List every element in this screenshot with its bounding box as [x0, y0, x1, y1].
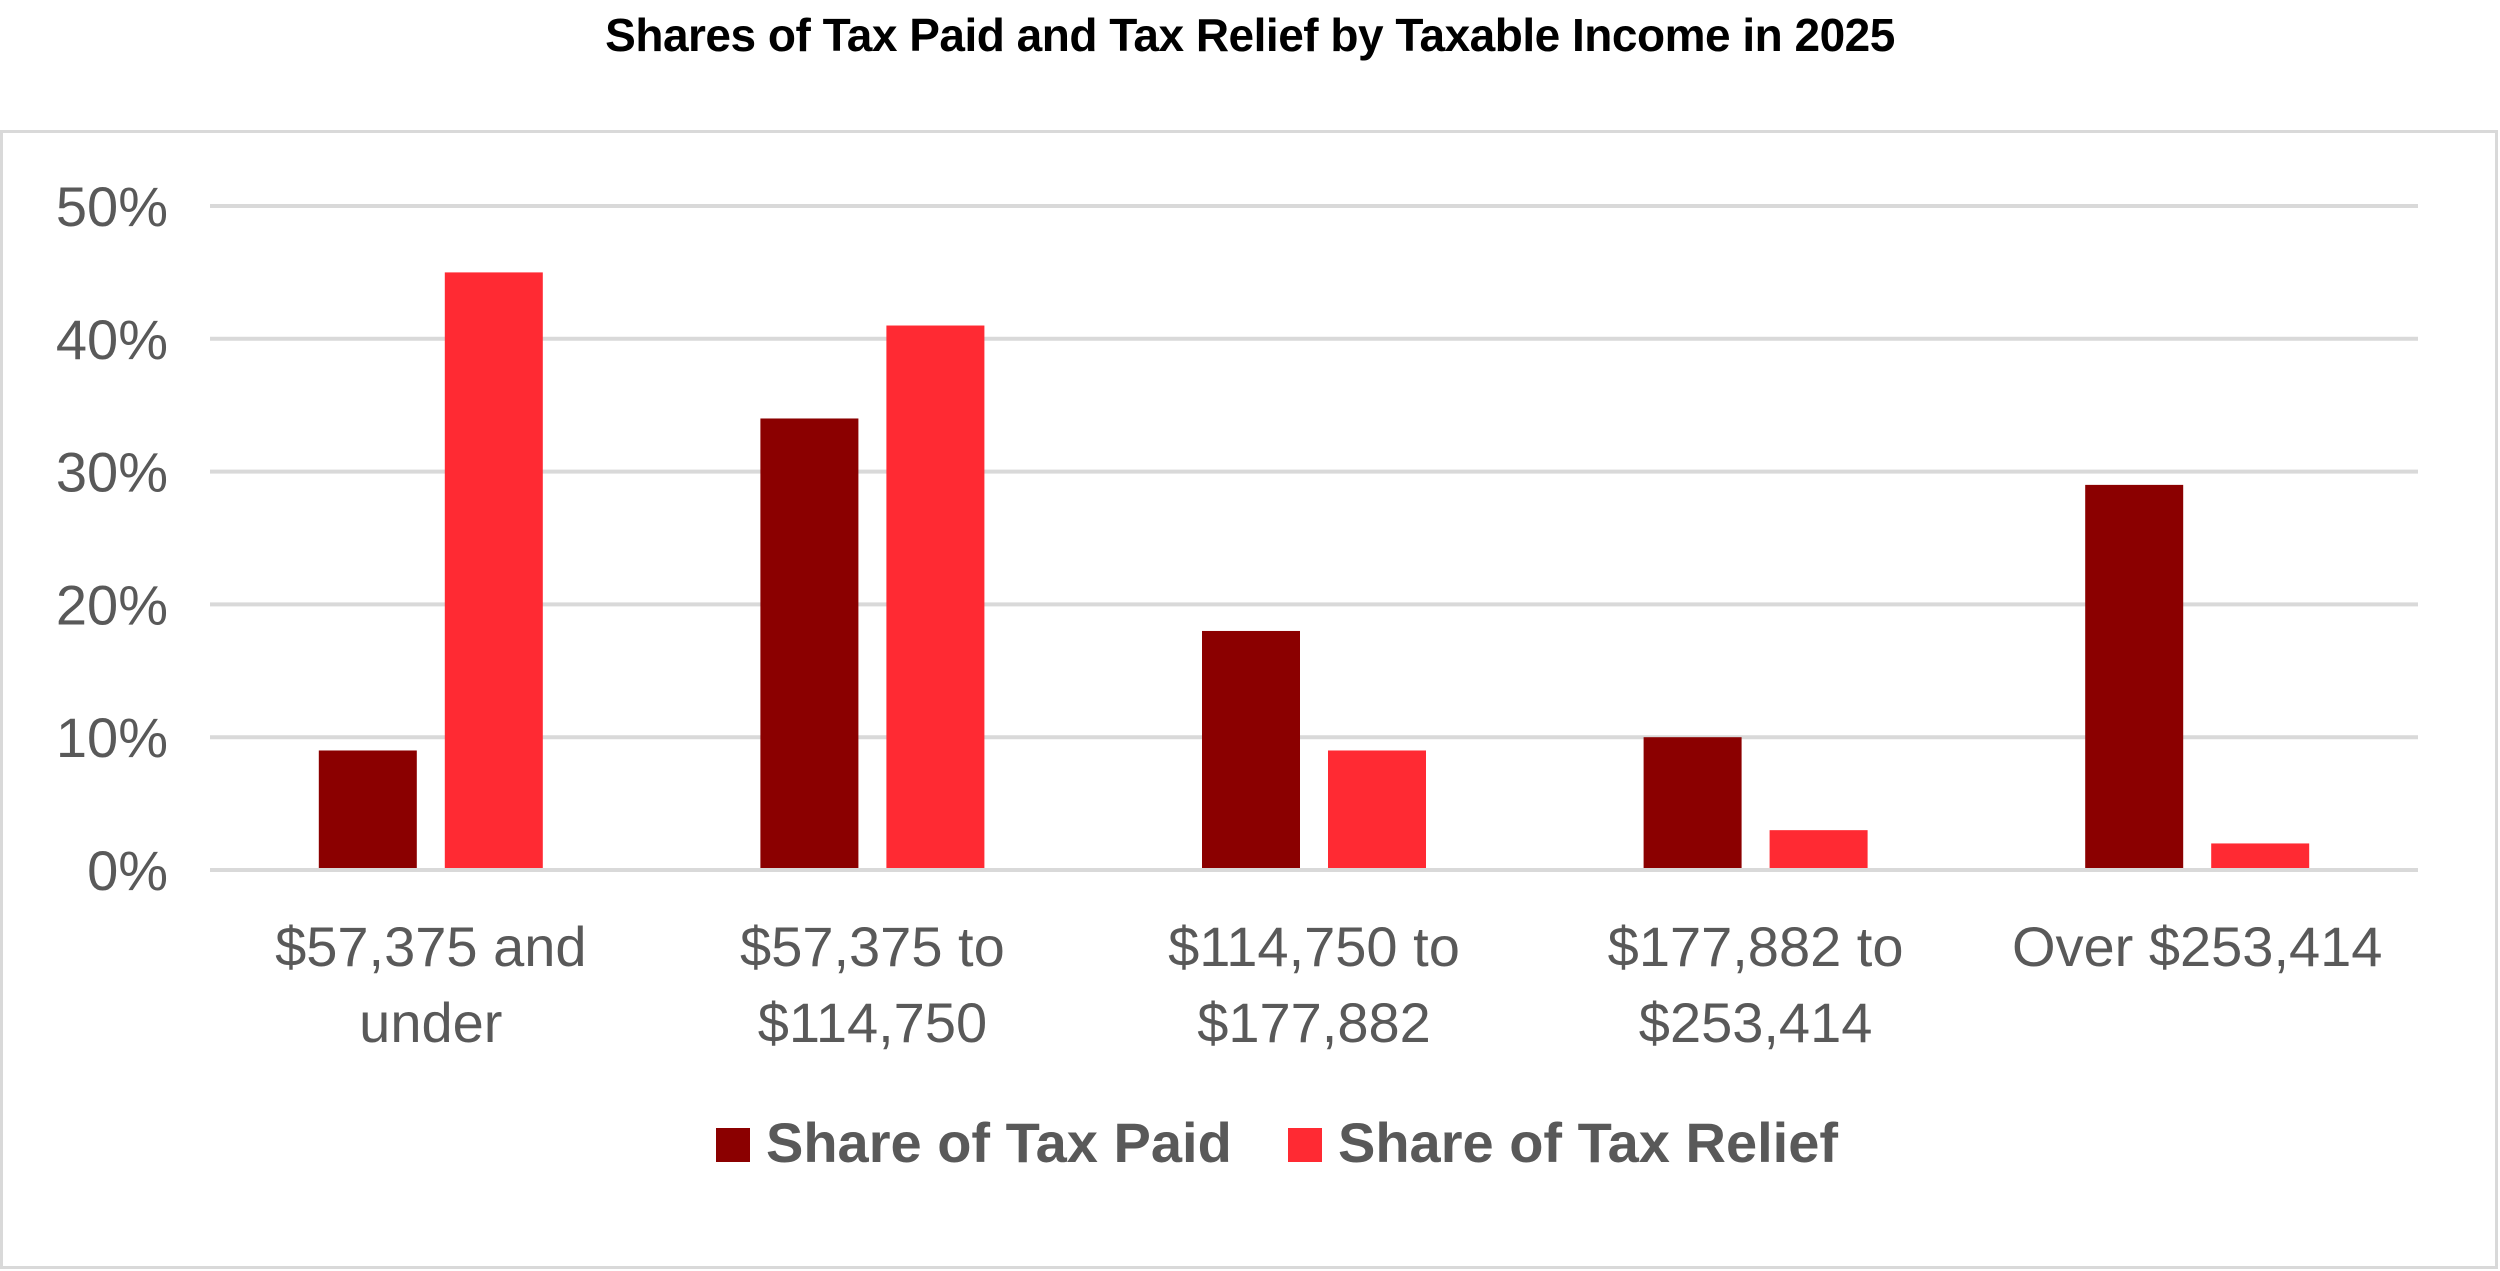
chart-title: Shares of Tax Paid and Tax Relief by Tax…	[605, 9, 1895, 61]
bar-share-of-tax-relief-3	[1769, 830, 1868, 870]
bar-share-of-tax-paid-3	[1643, 737, 1742, 870]
bar-share-of-tax-paid-4	[2085, 484, 2184, 870]
bar-share-of-tax-paid-2	[1202, 630, 1300, 870]
y-tick-label: 30%	[56, 441, 168, 504]
legend[interactable]: Share of Tax Paid Share of Tax Relief	[716, 1111, 1838, 1174]
x-category-label: $114,750 to $177,882	[1168, 915, 1460, 1054]
x-category-label: $177,882 to $253,414	[1608, 915, 1904, 1054]
y-tick-label: 50%	[56, 175, 168, 238]
gridlines	[210, 204, 2418, 872]
x-axis-category-labels: $57,375 and under $57,375 to $114,750 $114,7…	[275, 915, 2382, 1054]
y-tick-label: 0%	[87, 839, 168, 902]
x-category-label: Over $253,414	[2012, 915, 2382, 978]
y-axis-tick-labels: 0% 10% 20% 30% 40% 50%	[56, 175, 168, 902]
y-tick-label: 20%	[56, 573, 168, 636]
bar-share-of-tax-relief-1	[886, 325, 985, 870]
y-tick-label: 10%	[56, 706, 168, 769]
legend-label-share-of-tax-paid: Share of Tax Paid	[766, 1111, 1232, 1174]
y-tick-label: 40%	[56, 308, 168, 371]
bar-share-of-tax-paid-0	[318, 750, 417, 870]
legend-swatch-share-of-tax-relief	[1288, 1128, 1322, 1162]
bars	[210, 272, 2418, 872]
bar-share-of-tax-relief-2	[1328, 750, 1426, 870]
bar-share-of-tax-relief-0	[444, 272, 543, 870]
legend-label-share-of-tax-relief: Share of Tax Relief	[1338, 1111, 1838, 1174]
x-category-label: $57,375 to $114,750	[740, 915, 1005, 1054]
bar-share-of-tax-relief-4	[2211, 843, 2310, 870]
bar-share-of-tax-paid-1	[760, 418, 859, 870]
legend-swatch-share-of-tax-paid	[716, 1128, 750, 1162]
x-category-label: $57,375 and under	[275, 915, 586, 1054]
